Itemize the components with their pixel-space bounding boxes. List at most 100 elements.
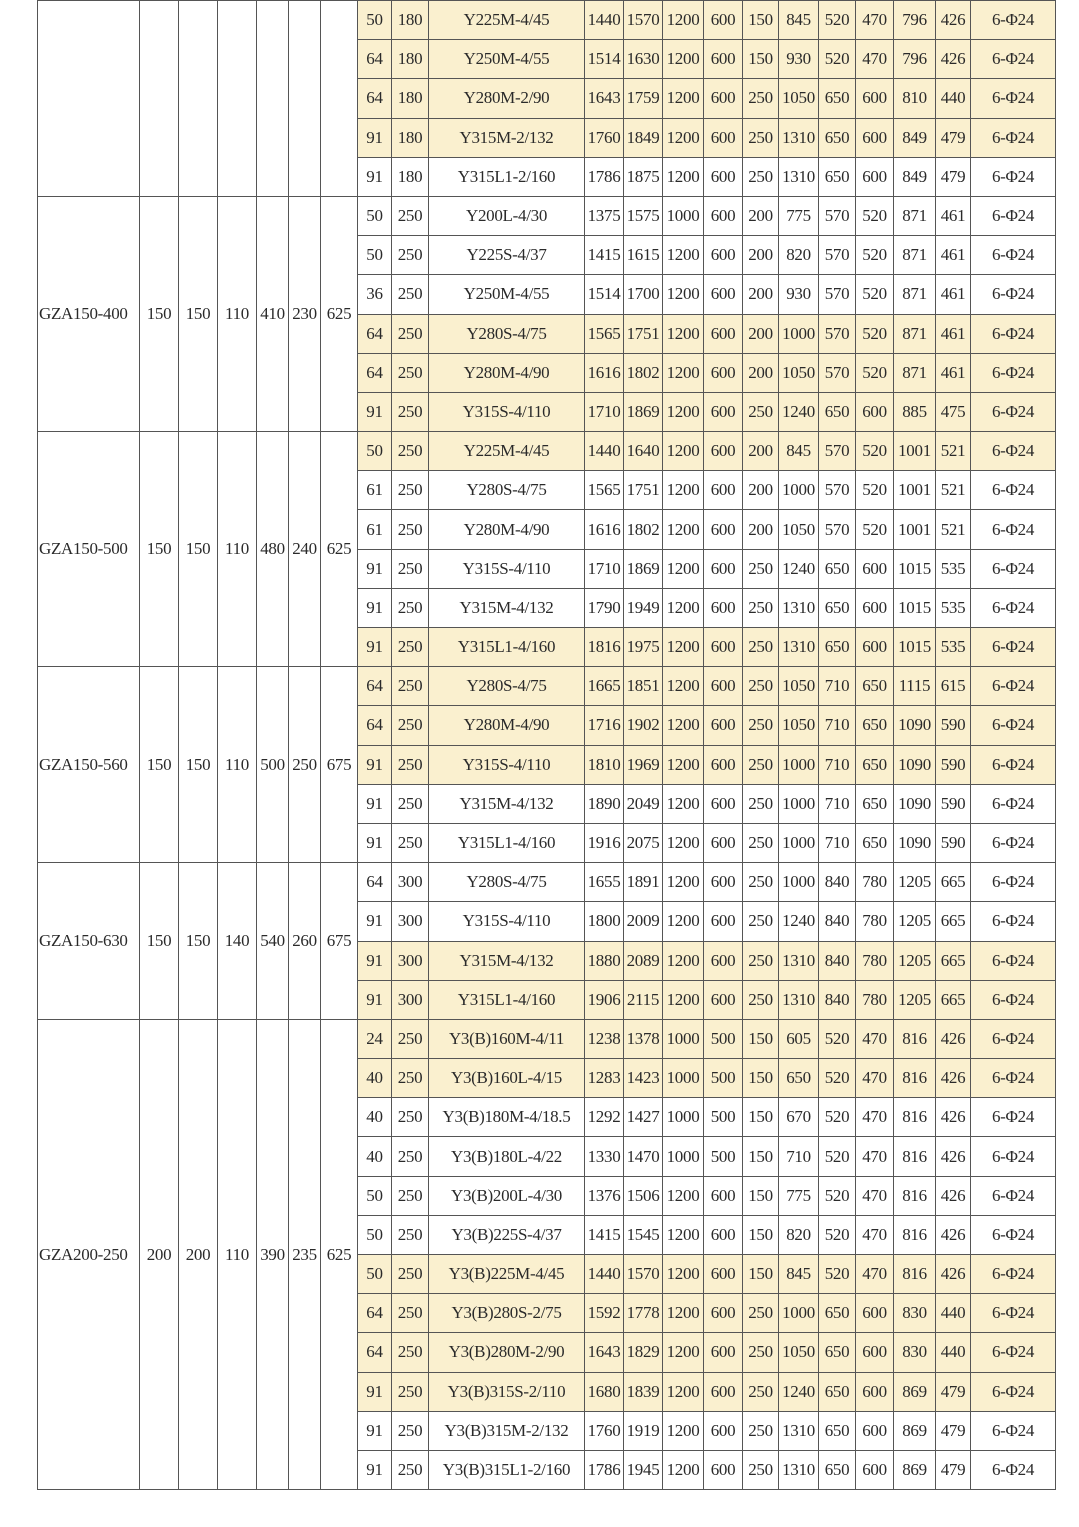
value-cell: 930 xyxy=(778,274,819,315)
motor-model-cell: Y225M-4/45 xyxy=(428,431,585,472)
value-cell: 250 xyxy=(742,940,779,981)
value-cell: 91 xyxy=(357,117,392,158)
value-cell: 475 xyxy=(935,391,971,433)
value-cell: 250 xyxy=(391,391,429,433)
value-cell: 1778 xyxy=(623,1293,663,1334)
group-dimension-cell: 110 xyxy=(217,666,257,864)
value-cell: 461 xyxy=(935,274,971,315)
value-cell: 1292 xyxy=(584,1097,624,1138)
value-cell: 250 xyxy=(742,979,779,1020)
value-cell: 600 xyxy=(703,195,743,237)
table-row: 64 250 Y280M-4/90 1716 1902 1200 600 250 1050 710… xyxy=(38,705,1056,746)
value-cell: 440 xyxy=(935,1293,971,1334)
group-dimension-cell: 410 xyxy=(256,195,289,433)
value-cell: 1869 xyxy=(623,391,663,433)
value-cell: 6-Φ24 xyxy=(970,901,1056,942)
group-model-cell: GZA150-560 xyxy=(37,666,140,864)
value-cell: 50 xyxy=(357,0,392,41)
value-cell: 1875 xyxy=(623,156,663,197)
value-cell: 600 xyxy=(855,626,894,668)
group-dimension-cell xyxy=(288,0,321,197)
value-cell: 6-Φ24 xyxy=(970,195,1056,237)
value-cell: 250 xyxy=(391,744,429,785)
value-cell: 50 xyxy=(357,1214,392,1256)
value-cell: 470 xyxy=(855,1058,894,1099)
table-row: 91 250 Y315M-4/132 1790 1949 1200 600 250 1310 65… xyxy=(38,587,1056,629)
value-cell: 200 xyxy=(742,470,779,511)
motor-model-cell: Y280S-4/75 xyxy=(428,862,585,903)
value-cell: 1655 xyxy=(584,862,624,903)
value-cell: 1643 xyxy=(584,78,624,119)
table-row: 40 250 Y3(B)180L-4/22 1330 1470 1000 500 150 710… xyxy=(38,1136,1056,1177)
group-dimension-cell: 150 xyxy=(139,431,179,668)
value-cell: 2089 xyxy=(623,940,663,981)
value-cell: 1643 xyxy=(584,1332,624,1373)
value-cell: 200 xyxy=(742,431,779,472)
value-cell: 520 xyxy=(855,313,894,354)
value-cell: 6-Φ24 xyxy=(970,1097,1056,1138)
value-cell: 50 xyxy=(357,195,392,237)
value-cell: 6-Φ24 xyxy=(970,783,1056,824)
value-cell: 1240 xyxy=(778,901,819,942)
value-cell: 600 xyxy=(703,587,743,629)
value-cell: 6-Φ24 xyxy=(970,979,1056,1020)
value-cell: 570 xyxy=(818,313,856,354)
value-cell: 1427 xyxy=(623,1097,663,1138)
value-cell: 1816 xyxy=(584,626,624,668)
group-model-cell: GZA200-250 xyxy=(37,1018,140,1491)
value-cell: 1200 xyxy=(662,39,704,80)
value-cell: 816 xyxy=(893,1018,936,1060)
value-cell: 600 xyxy=(855,548,894,589)
value-cell: 40 xyxy=(357,1136,392,1177)
value-cell: 440 xyxy=(935,78,971,119)
table-row: 61 250 Y280S-4/75 1565 1751 1200 600 200 1000 570… xyxy=(38,470,1056,511)
value-cell: 1200 xyxy=(662,1332,704,1373)
value-cell: 600 xyxy=(855,1371,894,1412)
value-cell: 1200 xyxy=(662,862,704,903)
value-cell: 479 xyxy=(935,117,971,158)
value-cell: 470 xyxy=(855,1097,894,1138)
motor-model-cell: Y315L1-2/160 xyxy=(428,156,585,197)
value-cell: 665 xyxy=(935,862,971,903)
value-cell: 1916 xyxy=(584,822,624,864)
value-cell: 521 xyxy=(935,470,971,511)
value-cell: 91 xyxy=(357,1371,392,1412)
value-cell: 250 xyxy=(391,705,429,746)
value-cell: 1802 xyxy=(623,509,663,550)
value-cell: 1570 xyxy=(623,0,663,41)
value-cell: 650 xyxy=(855,822,894,864)
value-cell: 1615 xyxy=(623,235,663,276)
value-cell: 250 xyxy=(391,1410,429,1451)
value-cell: 250 xyxy=(742,1410,779,1451)
table-row: 91 300 Y315M-4/132 1880 2089 1200 600 250 1310 84… xyxy=(38,940,1056,981)
value-cell: 200 xyxy=(742,509,779,550)
value-cell: 520 xyxy=(855,470,894,511)
value-cell: 500 xyxy=(703,1136,743,1177)
value-cell: 250 xyxy=(742,156,779,197)
value-cell: 650 xyxy=(818,117,856,158)
value-cell: 780 xyxy=(855,862,894,903)
group-dimension-cell: 260 xyxy=(288,862,321,1020)
value-cell: 849 xyxy=(893,117,936,158)
value-cell: 1802 xyxy=(623,352,663,393)
value-cell: 1759 xyxy=(623,78,663,119)
value-cell: 1015 xyxy=(893,587,936,629)
group-model-cell xyxy=(37,0,140,197)
value-cell: 600 xyxy=(703,1449,743,1491)
value-cell: 520 xyxy=(855,274,894,315)
motor-model-cell: Y250M-4/55 xyxy=(428,39,585,80)
group-dimension-cell: 150 xyxy=(139,666,179,864)
motor-model-cell: Y280M-2/90 xyxy=(428,78,585,119)
value-cell: 600 xyxy=(855,117,894,158)
value-cell: 840 xyxy=(818,862,856,903)
value-cell: 36 xyxy=(357,274,392,315)
value-cell: 479 xyxy=(935,156,971,197)
value-cell: 1592 xyxy=(584,1293,624,1334)
value-cell: 869 xyxy=(893,1410,936,1451)
motor-model-cell: Y3(B)160L-4/15 xyxy=(428,1058,585,1099)
value-cell: 250 xyxy=(391,431,429,472)
value-cell: 91 xyxy=(357,156,392,197)
value-cell: 1919 xyxy=(623,1410,663,1451)
table-row: 64 250 Y280M-4/90 1616 1802 1200 600 200 1050 570… xyxy=(38,352,1056,393)
value-cell: 1640 xyxy=(623,431,663,472)
